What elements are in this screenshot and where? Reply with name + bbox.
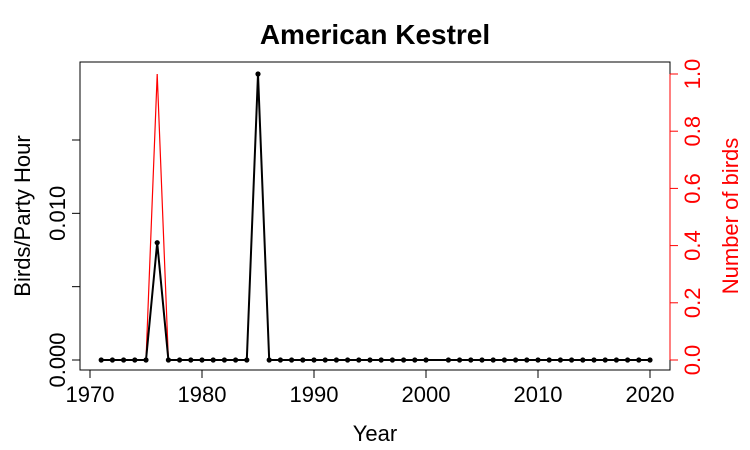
data-point xyxy=(300,357,306,363)
data-point xyxy=(569,357,575,363)
data-point xyxy=(322,357,328,363)
y-right-tick-label: 0.2 xyxy=(680,288,705,319)
y-left-tick-label: 0.000 xyxy=(45,332,70,387)
data-point xyxy=(613,357,620,363)
data-point xyxy=(311,357,317,363)
data-point xyxy=(468,357,474,363)
data-point xyxy=(109,357,115,363)
data-point xyxy=(199,357,205,363)
data-point xyxy=(501,357,507,363)
y-axis-left: 0.000 0.010 xyxy=(45,139,81,388)
data-point xyxy=(445,357,451,363)
data-point xyxy=(210,357,216,363)
y-axis-right-label: Number of birds xyxy=(718,138,743,295)
data-point xyxy=(513,357,519,363)
data-point xyxy=(244,357,250,363)
chart-title: American Kestrel xyxy=(260,19,490,50)
data-point xyxy=(535,357,541,363)
data-point xyxy=(143,357,149,363)
series-line-birds-per-party-hour xyxy=(101,73,650,361)
data-point xyxy=(98,357,104,363)
data-point xyxy=(524,357,530,363)
x-tick-label: 1970 xyxy=(66,382,115,407)
y-axis-left-label: Birds/Party Hour xyxy=(10,135,35,296)
data-point xyxy=(255,71,261,77)
x-tick-label: 2010 xyxy=(514,382,563,407)
data-point xyxy=(121,357,127,363)
data-point xyxy=(221,357,227,363)
data-point xyxy=(423,357,429,363)
y-right-tick-label: 0.4 xyxy=(680,230,705,261)
x-tick-label: 2020 xyxy=(626,382,675,407)
data-point xyxy=(602,357,608,363)
data-point xyxy=(625,357,631,363)
x-axis-label: Year xyxy=(353,421,397,446)
data-point xyxy=(557,357,564,363)
data-point xyxy=(580,357,586,363)
x-tick-label: 1980 xyxy=(178,382,227,407)
data-point xyxy=(591,357,597,363)
data-point xyxy=(277,357,283,363)
data-point xyxy=(389,357,395,363)
x-axis: 1970 1980 1990 2000 2010 2020 xyxy=(66,369,675,407)
x-tick-label: 1990 xyxy=(290,382,339,407)
data-point xyxy=(378,357,384,363)
y-right-tick-label: 0.0 xyxy=(680,345,705,376)
y-right-tick-label: 1.0 xyxy=(680,59,705,90)
data-point xyxy=(345,357,351,363)
data-point xyxy=(401,357,407,363)
data-point xyxy=(289,357,295,363)
plot-frame xyxy=(79,61,671,371)
data-point xyxy=(177,357,183,363)
data-point xyxy=(546,357,552,363)
data-point xyxy=(367,357,373,363)
data-point xyxy=(412,357,418,363)
y-right-tick-label: 0.6 xyxy=(680,173,705,204)
data-point xyxy=(233,357,239,363)
data-point xyxy=(132,357,138,363)
y-axis-right: 0.0 0.2 0.4 0.6 0.8 1.0 xyxy=(669,59,705,376)
data-point xyxy=(490,357,496,363)
x-tick-label: 2000 xyxy=(402,382,451,407)
data-point xyxy=(266,357,272,363)
data-point xyxy=(356,357,362,363)
data-point xyxy=(165,357,171,363)
data-point xyxy=(333,357,339,363)
y-left-tick-label: 0.010 xyxy=(45,186,70,241)
data-point xyxy=(479,357,485,363)
data-point xyxy=(636,357,642,363)
data-point xyxy=(188,357,194,363)
series-line-number-of-birds xyxy=(101,73,650,361)
data-point xyxy=(647,357,653,363)
series-layer xyxy=(98,71,653,363)
data-point xyxy=(154,240,160,246)
y-right-tick-label: 0.8 xyxy=(680,116,705,147)
data-point xyxy=(457,357,463,363)
